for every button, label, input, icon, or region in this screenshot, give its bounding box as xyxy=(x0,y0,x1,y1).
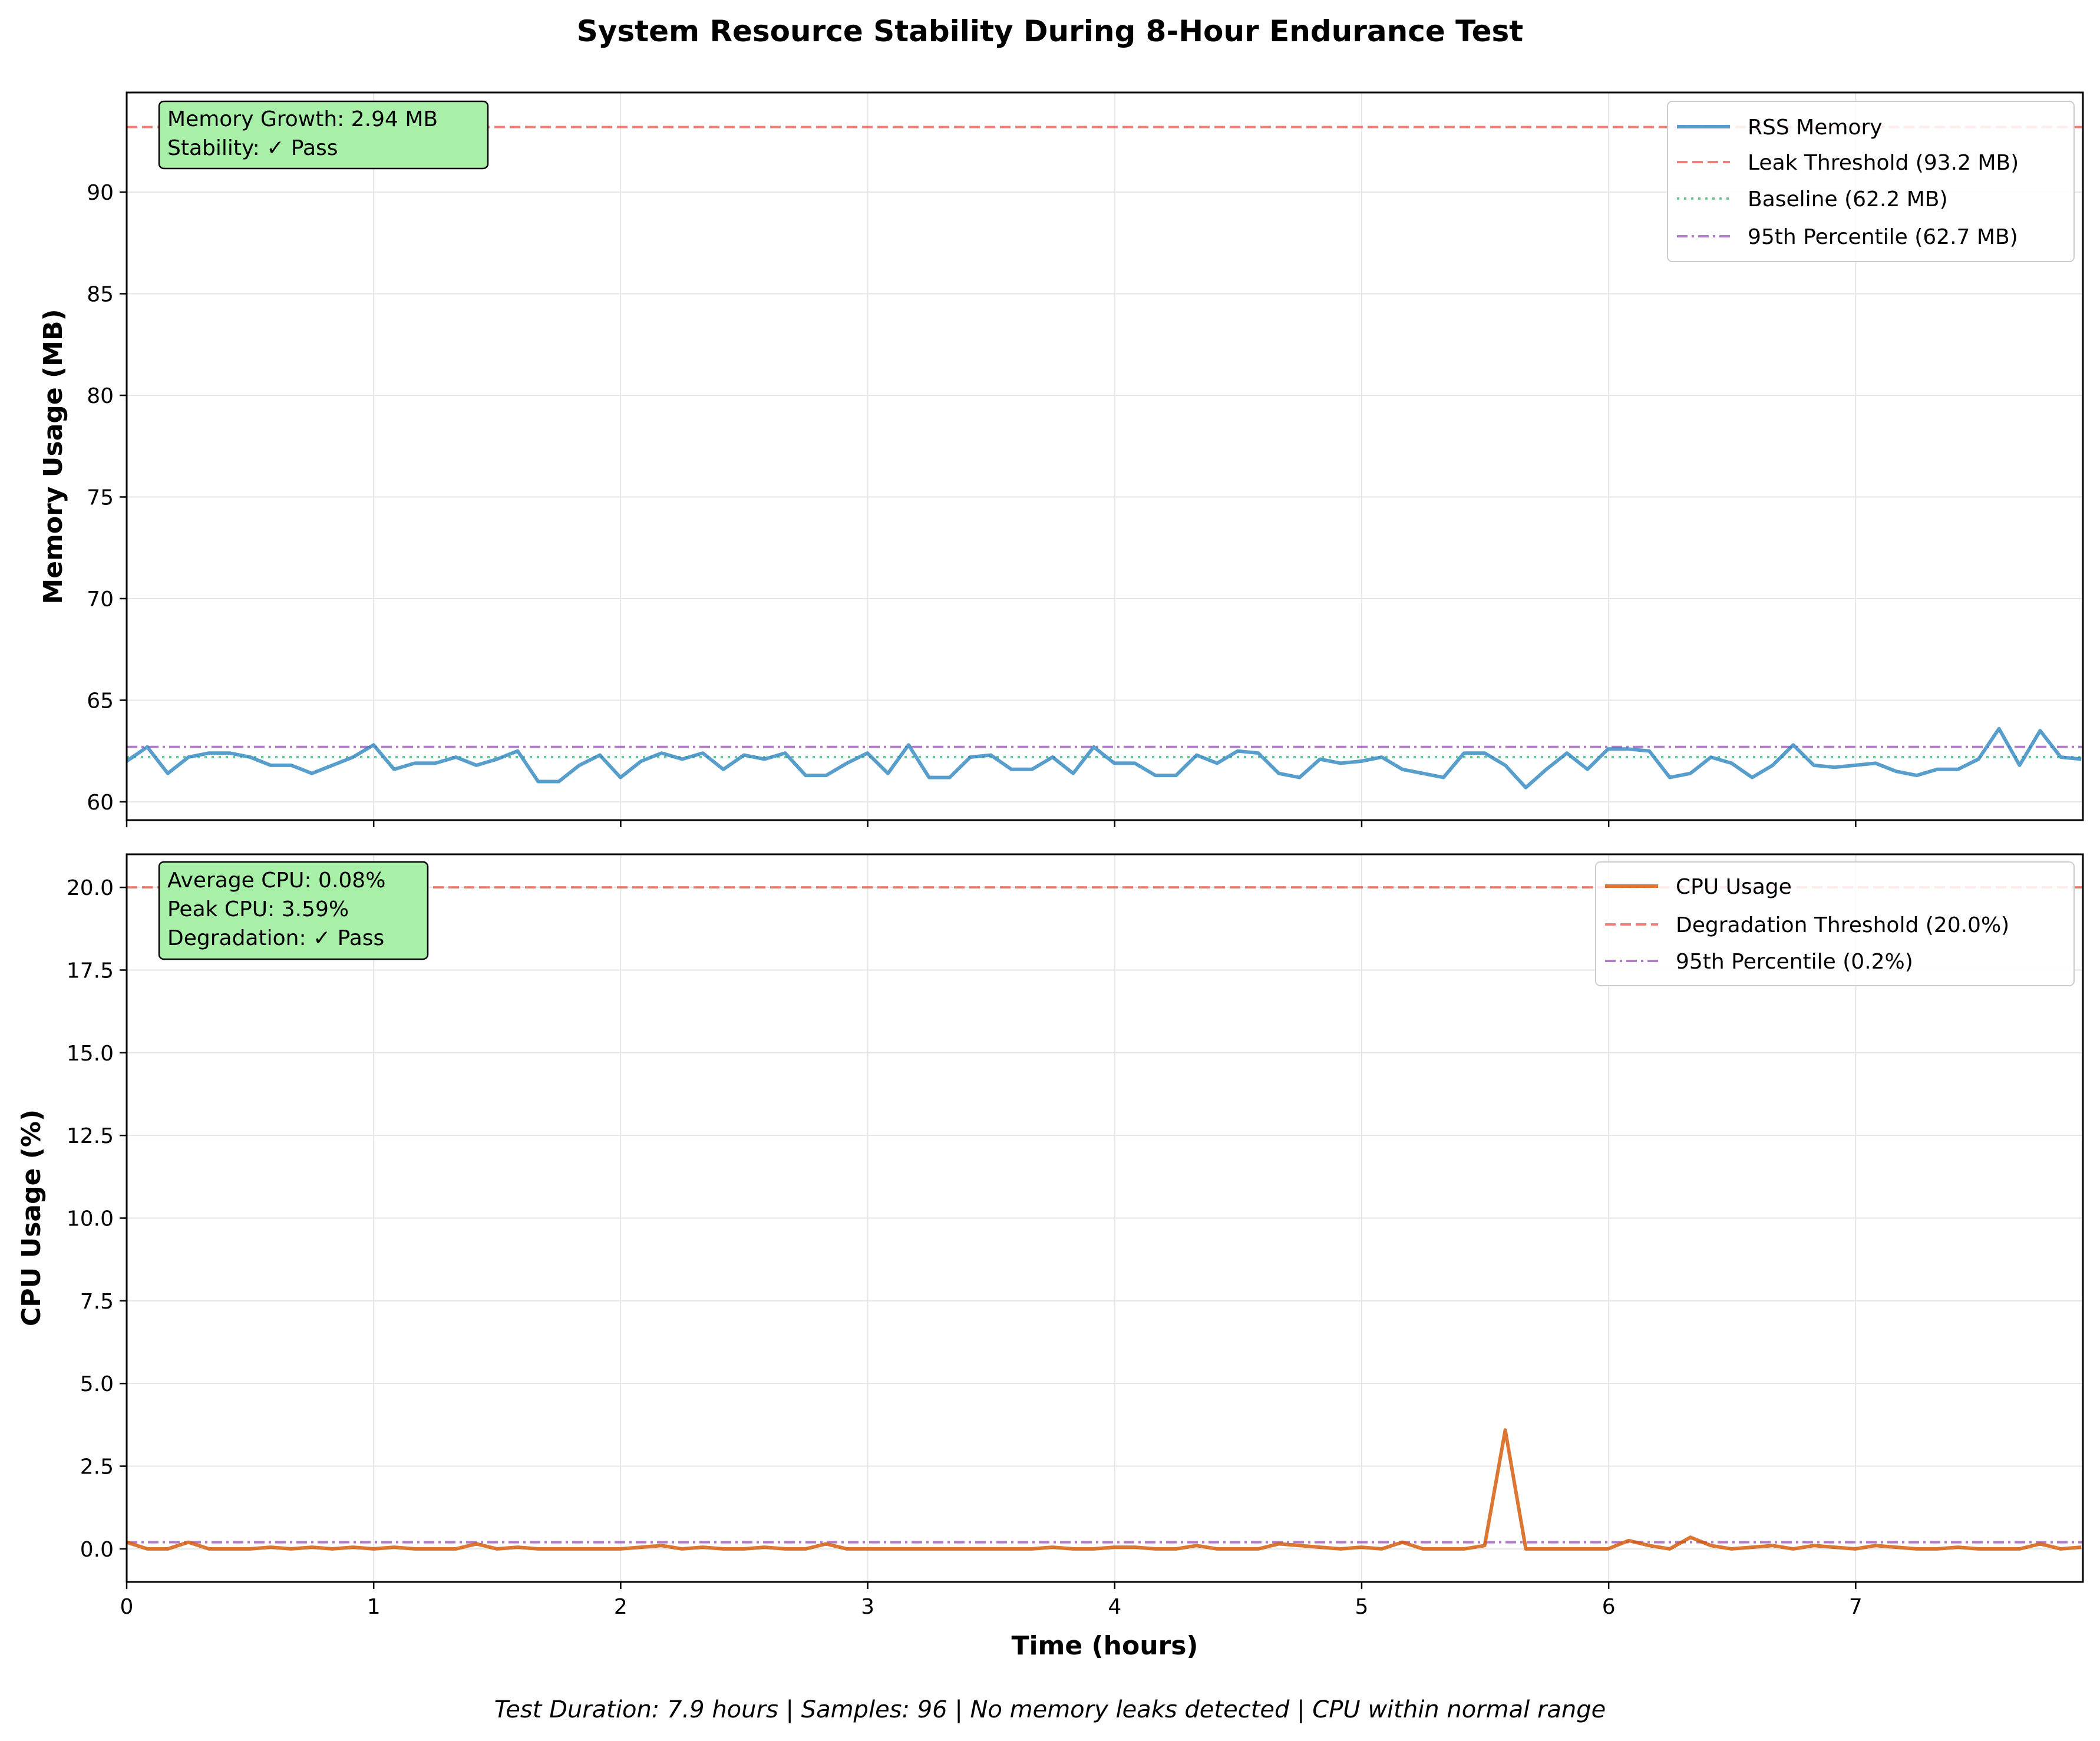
cpu-grid xyxy=(126,854,2083,1582)
cpu-y-tick-label: 17.5 xyxy=(67,959,114,983)
memory-growth-text: Memory Growth: 2.94 MB xyxy=(167,107,438,131)
mem-y-tick-label: 90 xyxy=(87,181,114,205)
cpu-legend: CPU Usage Degradation Threshold (20.0%) … xyxy=(1595,861,2075,986)
memory-x-axis xyxy=(126,820,1857,827)
mem-series-line xyxy=(126,726,2082,789)
cpu-y-tick-label: 0.0 xyxy=(80,1538,114,1562)
memory-stats-box: Memory Growth: 2.94 MB Stability: ✓ Pass xyxy=(158,100,489,170)
cpu-panel: 0.0 2.5 5.0 7.5 10.0 12.5 15.0 17.5 20.0 0 1 2 3 4 5 6… xyxy=(16,853,2084,1619)
memory-series xyxy=(126,726,2082,789)
cpu-y-tick-label: 12.5 xyxy=(67,1124,114,1148)
cpu-y-tick-label: 7.5 xyxy=(80,1290,114,1314)
memory-y-axis-label: Memory Usage (MB) xyxy=(38,309,68,604)
cpu-y-tick-label: 10.0 xyxy=(67,1207,114,1231)
footer-note: Test Duration: 7.9 hours | Samples: 96 |… xyxy=(494,1696,1606,1723)
x-tick-label: 6 xyxy=(1602,1595,1616,1619)
cpu-series xyxy=(126,1428,2082,1551)
cpu-y-axis: 0.0 2.5 5.0 7.5 10.0 12.5 15.0 17.5 20.0 xyxy=(67,876,127,1562)
x-tick-label: 4 xyxy=(1108,1595,1121,1619)
legend-label-cpu-95th: 95th Percentile (0.2%) xyxy=(1676,950,1913,974)
cpu-y-tick-label: 5.0 xyxy=(80,1372,114,1396)
cpu-stats-box: Average CPU: 0.08% Peak CPU: 3.59% Degra… xyxy=(158,861,429,960)
cpu-degradation-text: Degradation: ✓ Pass xyxy=(167,926,384,950)
cpu-y-tick-label: 20.0 xyxy=(67,876,114,900)
mem-y-tick-label: 65 xyxy=(87,689,114,713)
cpu-average-text: Average CPU: 0.08% xyxy=(167,868,385,893)
figure-title: System Resource Stability During 8-Hour … xyxy=(577,14,1523,48)
x-axis-label: Time (hours) xyxy=(1011,1631,1198,1661)
legend-label-degradation-threshold: Degradation Threshold (20.0%) xyxy=(1676,913,2009,937)
memory-stability-text: Stability: ✓ Pass xyxy=(167,136,338,160)
x-tick-label: 0 xyxy=(120,1595,134,1619)
memory-panel: 60 65 70 75 80 85 90 Memory Usage (MB) Memory … xyxy=(38,91,2084,827)
memory-y-axis: 60 65 70 75 80 85 90 xyxy=(87,181,127,815)
legend-label-leak-threshold: Leak Threshold (93.2 MB) xyxy=(1748,151,2019,175)
mem-y-tick-label: 75 xyxy=(87,485,114,510)
cpu-y-tick-label: 2.5 xyxy=(80,1455,114,1479)
x-tick-label: 7 xyxy=(1849,1595,1863,1619)
x-tick-label: 3 xyxy=(861,1595,874,1619)
x-tick-label: 5 xyxy=(1355,1595,1369,1619)
legend-label-mem-95th: 95th Percentile (62.7 MB) xyxy=(1748,225,2018,249)
cpu-y-axis-label: CPU Usage (%) xyxy=(16,1109,47,1326)
mem-y-tick-label: 70 xyxy=(87,587,114,612)
mem-y-tick-label: 80 xyxy=(87,384,114,408)
memory-legend: RSS Memory Leak Threshold (93.2 MB) Base… xyxy=(1667,101,2075,262)
x-tick-label: 2 xyxy=(614,1595,628,1619)
cpu-y-tick-label: 15.0 xyxy=(67,1042,114,1066)
cpu-x-axis: 0 1 2 3 4 5 6 7 xyxy=(120,1582,1863,1619)
mem-y-tick-label: 60 xyxy=(87,791,114,815)
mem-y-tick-label: 85 xyxy=(87,283,114,307)
cpu-series-line xyxy=(126,1428,2082,1551)
legend-label-cpu-usage: CPU Usage xyxy=(1676,875,1792,899)
x-tick-label: 1 xyxy=(367,1595,381,1619)
legend-label-rss-memory: RSS Memory xyxy=(1748,115,1883,140)
cpu-peak-text: Peak CPU: 3.59% xyxy=(167,897,349,921)
memory-plot-frame xyxy=(126,91,2084,821)
legend-label-baseline: Baseline (62.2 MB) xyxy=(1748,187,1948,212)
